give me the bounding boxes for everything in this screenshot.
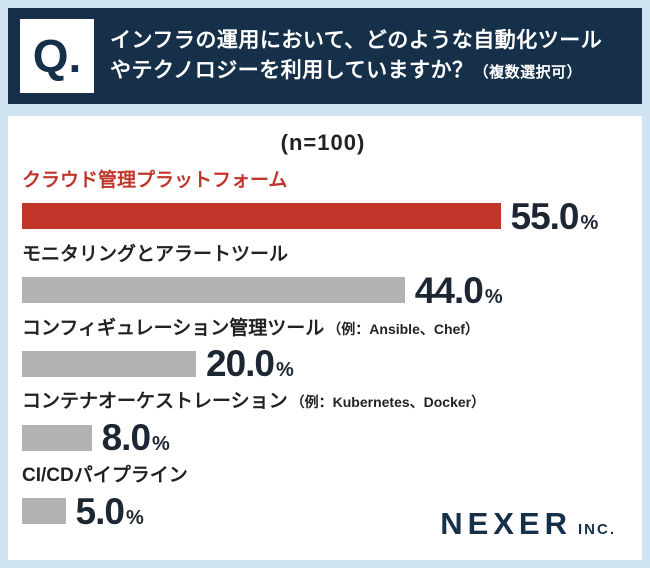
bar-label: コンテナオーケストレーション （例：Kubernetes、Docker） [22, 391, 624, 414]
bar-value-unit: % [484, 285, 503, 308]
sample-size-label: (n=100) [280, 130, 366, 155]
bar [22, 498, 66, 525]
bar-value-number: 44.0 [414, 269, 484, 311]
nexer-logo: NEXER INC. [440, 506, 616, 542]
bar-value: 5.0% [76, 493, 144, 530]
bar-value-number: 20.0 [206, 343, 275, 385]
chart-row: クラウド管理プラットフォーム 55.0% [22, 170, 624, 235]
bar-label: CI/CDパイプライン [22, 465, 624, 488]
nexer-logo-suffix: INC. [578, 521, 616, 538]
bar-label: モニタリングとアラートツール [22, 244, 624, 267]
chart-row: CI/CDパイプライン 5.0% [22, 465, 624, 530]
question-title-note: （複数選択可） [473, 64, 583, 81]
nexer-logo-brand: NEXER [440, 506, 572, 541]
bar-label-note: （例：Kubernetes、Docker） [290, 394, 486, 411]
bar-value-number: 8.0 [101, 417, 151, 459]
bar-value-unit: % [125, 506, 144, 529]
bar-label-text: コンテナオーケストレーション [22, 391, 288, 413]
bar-label-text: モニタリングとアラートツール [22, 243, 289, 265]
bar [22, 277, 405, 304]
bar-label-text: コンフィギュレーション管理ツール [22, 317, 325, 339]
bar-line: 5.0% [22, 493, 624, 530]
bar-value-unit: % [152, 433, 170, 456]
bar [22, 424, 92, 451]
bar-value-number: 55.0 [510, 195, 580, 237]
question-title-line2-text: やテクノロジーを利用していますか？ [110, 59, 474, 82]
bar-line: 44.0% [22, 272, 624, 309]
bar-value-number: 5.0 [75, 490, 125, 532]
bar-label-text: CI/CDパイプライン [22, 465, 188, 487]
q-logo-text: Q. [32, 30, 82, 82]
bar-line: 8.0% [22, 419, 624, 456]
bar-value: 20.0% [206, 345, 294, 382]
chart-row: コンフィギュレーション管理ツール （例：Ansible、Chef） 20.0% [22, 318, 624, 382]
bar-line: 55.0% [22, 198, 624, 235]
bar-label-note: （例：Ansible、Chef） [327, 320, 479, 337]
bar-value: 55.0% [511, 198, 599, 235]
bar-line: 20.0% [22, 345, 624, 382]
question-header: Q. インフラの運用において、どのような自動化ツール やテクノロジーを利用してい… [8, 8, 642, 104]
question-title-line2: やテクノロジーを利用していますか？（複数選択可） [110, 56, 602, 86]
question-title-line1: インフラの運用において、どのような自動化ツール [110, 28, 603, 52]
bar-label: コンフィギュレーション管理ツール （例：Ansible、Chef） [22, 318, 624, 341]
bar [22, 203, 501, 230]
chart-row: モニタリングとアラートツール 44.0% [22, 244, 624, 309]
bar-value: 44.0% [415, 272, 503, 309]
bar-value: 8.0% [102, 419, 170, 456]
bar-value-unit: % [580, 211, 599, 234]
chart-row: コンテナオーケストレーション （例：Kubernetes、Docker） 8.0% [22, 391, 624, 456]
bar-label-text: クラウド管理プラットフォーム [22, 170, 288, 191]
bar-label: クラウド管理プラットフォーム [22, 170, 624, 193]
q-logo: Q. [20, 19, 94, 93]
question-title: インフラの運用において、どのような自動化ツール やテクノロジーを利用していますか… [110, 26, 602, 87]
bar [22, 350, 196, 377]
chart-panel: (n=100) クラウド管理プラットフォーム 55.0% モニタリングとアラート… [8, 116, 642, 560]
bar-value-unit: % [276, 359, 294, 382]
